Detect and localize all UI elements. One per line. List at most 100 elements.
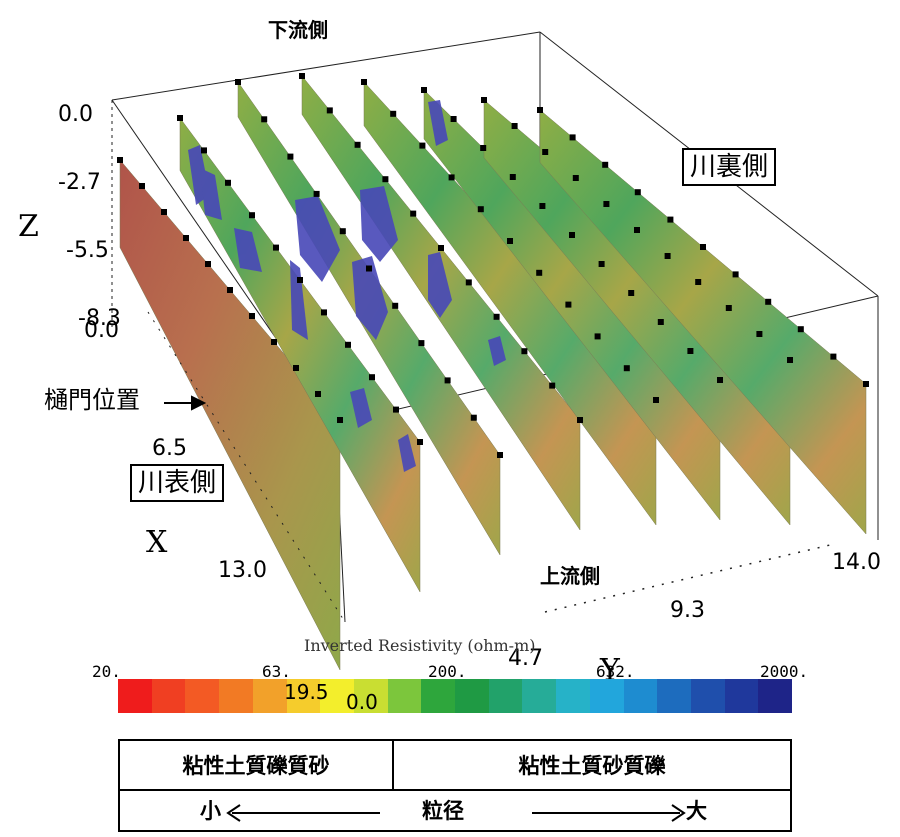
colorbar-tick: 200. — [428, 662, 467, 681]
electrode-point — [569, 232, 575, 238]
y-tick: 4.7 — [508, 646, 543, 671]
small-label: 小 — [200, 799, 221, 823]
electrode-point — [273, 244, 279, 251]
electrode-point — [382, 176, 389, 183]
electrode-point — [695, 279, 702, 285]
right-arrow-icon — [532, 804, 686, 822]
colorbar-tick: 20. — [92, 662, 121, 681]
electrode-point — [465, 279, 472, 286]
electrode-point — [509, 174, 516, 180]
electrode-point — [565, 301, 572, 308]
electrode-point — [326, 107, 333, 114]
electrode-point — [667, 216, 674, 223]
grain-size-legend: 粘性土質礫質砂 粘性土質砂質礫 小 粒径 大 — [118, 739, 792, 832]
electrode-point — [756, 331, 763, 337]
electrode-point — [628, 290, 635, 296]
colorbar-swatch — [118, 679, 152, 713]
electrode-point — [480, 145, 487, 151]
y-tick: 9.3 — [670, 598, 705, 623]
soil-type-row: 粘性土質礫質砂 粘性土質砂質礫 — [120, 741, 790, 791]
electrode-point — [390, 110, 397, 117]
colorbar-swatch — [657, 679, 691, 713]
electrode-point — [313, 190, 320, 197]
z-tick: -8.3 — [78, 306, 121, 331]
electrode-point — [249, 313, 255, 319]
colorbar-swatch — [252, 679, 287, 713]
electrode-point — [787, 357, 793, 363]
colorbar-swatch — [522, 679, 557, 713]
electrode-point — [521, 348, 528, 355]
colorbar-tick: 63. — [262, 662, 291, 681]
electrode-point — [623, 365, 630, 372]
electrode-point — [797, 326, 804, 333]
large-label: 大 — [686, 799, 707, 823]
electrode-point — [687, 348, 694, 354]
overlap-value: 0.0 — [346, 690, 378, 714]
z-tick: 0.0 — [58, 102, 93, 127]
electrode-point — [117, 157, 123, 163]
electrode-point — [603, 201, 610, 207]
electrode-point — [177, 115, 183, 121]
x-axis-title: X — [146, 525, 168, 560]
electrode-point — [732, 271, 739, 278]
electrode-point — [354, 141, 361, 148]
electrode-point — [511, 123, 518, 129]
colorbar-tick: 632. — [596, 662, 635, 681]
colorbar-swatch — [455, 679, 489, 713]
sluice-position-label: 樋門位置 — [44, 386, 140, 414]
electrode-point — [542, 149, 549, 155]
electrode-point — [569, 134, 576, 141]
grain-size-label: 粒径 — [422, 799, 464, 823]
electrode-point — [225, 179, 231, 186]
electrode-point — [470, 414, 477, 421]
electrode-point — [549, 382, 556, 389]
electrode-point — [493, 313, 500, 320]
electrode-point — [345, 341, 351, 348]
electrode-point — [664, 253, 671, 259]
colorbar-swatch — [353, 679, 388, 713]
resistivity-slice — [119, 159, 341, 671]
colorbar-tick: 2000. — [760, 662, 809, 681]
electrode-point — [421, 87, 427, 93]
electrode-point — [339, 228, 346, 235]
electrode-point — [657, 319, 664, 325]
electrode-point — [249, 212, 255, 219]
colorbar-swatch — [690, 679, 725, 713]
left-soil-cell: 粘性土質礫質砂 — [120, 741, 394, 789]
electrode-point — [438, 245, 444, 251]
sluice-arrow — [164, 395, 207, 411]
electrode-point — [830, 353, 837, 360]
x-tick: 0.0 — [84, 318, 119, 343]
electrode-point — [653, 397, 659, 403]
electrode-point — [537, 107, 543, 113]
electrode-point — [634, 227, 640, 233]
colorbar-swatch — [758, 679, 793, 713]
electrode-point — [293, 365, 299, 371]
z-axis-title: Z — [18, 209, 39, 244]
colorbar — [118, 679, 793, 713]
x-axis-line — [147, 311, 346, 623]
y-tick: 14.0 — [832, 550, 881, 575]
electrode-point — [765, 298, 772, 305]
electrode-point — [361, 79, 367, 85]
electrode-point — [577, 417, 583, 423]
left-arrow-icon — [226, 804, 380, 822]
colorbar-swatch — [488, 679, 523, 713]
electrode-point — [161, 209, 167, 215]
electrode-point — [261, 116, 268, 123]
electrode-point — [337, 417, 343, 423]
electrode-point — [366, 265, 372, 272]
z-tick: -2.7 — [58, 170, 101, 195]
low-resistivity-zones — [188, 100, 506, 472]
right-soil-cell: 粘性土質砂質礫 — [518, 754, 666, 778]
electrode-point — [393, 406, 399, 413]
electrode-point — [572, 175, 579, 181]
electrode-point — [410, 210, 417, 217]
electrode-point — [183, 235, 189, 241]
electrode-point — [417, 439, 423, 445]
electrode-point — [481, 97, 487, 103]
electrode-point — [598, 261, 605, 267]
electrode-point — [227, 287, 233, 293]
electrode-point — [271, 339, 277, 345]
